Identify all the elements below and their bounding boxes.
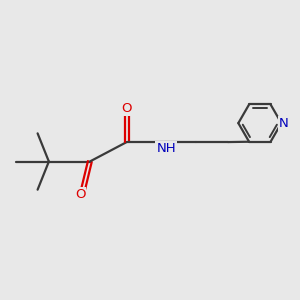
Text: N: N bbox=[279, 117, 289, 130]
Text: NH: NH bbox=[156, 142, 176, 155]
Text: O: O bbox=[75, 188, 86, 201]
Text: O: O bbox=[122, 102, 132, 115]
